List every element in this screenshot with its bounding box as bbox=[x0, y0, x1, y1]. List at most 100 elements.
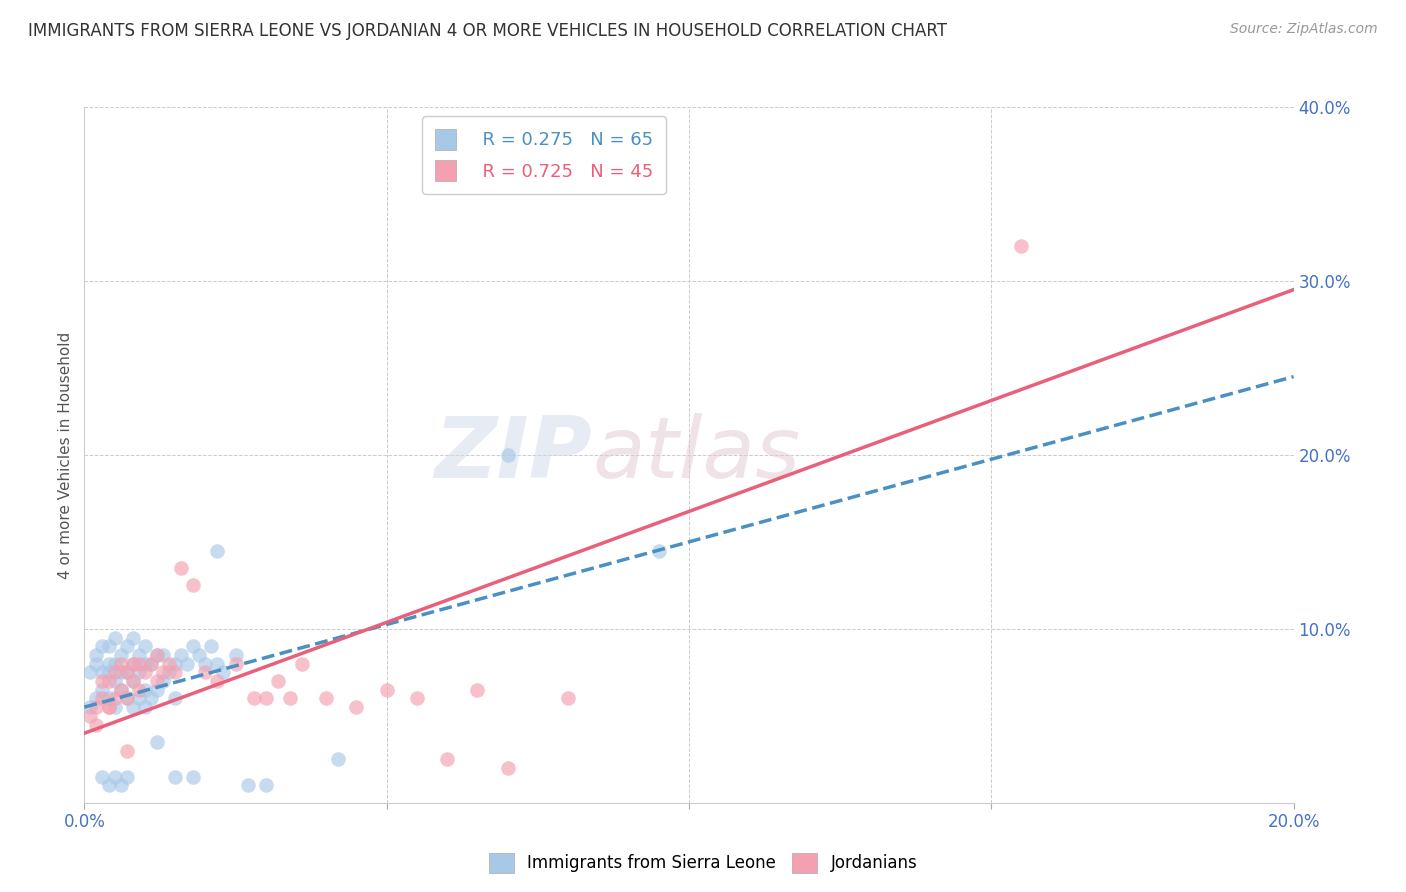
Point bbox=[134, 639, 156, 653]
Point bbox=[557, 691, 579, 706]
Point bbox=[115, 665, 138, 680]
Point bbox=[97, 778, 120, 792]
Point bbox=[104, 674, 127, 689]
Point bbox=[254, 691, 277, 706]
Point bbox=[496, 448, 519, 462]
Point bbox=[436, 752, 458, 766]
Point bbox=[91, 639, 114, 653]
Point bbox=[181, 578, 204, 592]
Point bbox=[134, 700, 156, 714]
Point bbox=[79, 700, 101, 714]
Point bbox=[86, 657, 108, 671]
Point bbox=[315, 691, 337, 706]
Point bbox=[152, 648, 174, 662]
Point bbox=[207, 657, 229, 671]
Point bbox=[139, 657, 162, 671]
Point bbox=[121, 657, 143, 671]
Point bbox=[97, 691, 120, 706]
Point bbox=[134, 682, 156, 697]
Point bbox=[115, 691, 138, 706]
Point bbox=[121, 631, 143, 645]
Point bbox=[128, 682, 150, 697]
Point bbox=[157, 657, 180, 671]
Point bbox=[146, 682, 169, 697]
Point bbox=[128, 648, 150, 662]
Point bbox=[110, 682, 132, 697]
Point bbox=[406, 691, 429, 706]
Point bbox=[97, 639, 120, 653]
Point bbox=[165, 665, 187, 680]
Point bbox=[128, 665, 150, 680]
Point bbox=[1011, 239, 1033, 253]
Point bbox=[254, 778, 277, 792]
Point bbox=[207, 674, 229, 689]
Point bbox=[134, 665, 156, 680]
Point bbox=[115, 639, 138, 653]
Point bbox=[278, 691, 301, 706]
Point bbox=[115, 665, 138, 680]
Text: atlas: atlas bbox=[592, 413, 800, 497]
Point bbox=[110, 648, 132, 662]
Point bbox=[91, 682, 114, 697]
Point bbox=[225, 657, 247, 671]
Point bbox=[115, 744, 138, 758]
Point bbox=[97, 674, 120, 689]
Text: Source: ZipAtlas.com: Source: ZipAtlas.com bbox=[1230, 22, 1378, 37]
Point bbox=[121, 700, 143, 714]
Point bbox=[104, 770, 127, 784]
Point bbox=[146, 674, 169, 689]
Point bbox=[194, 657, 217, 671]
Point bbox=[86, 700, 108, 714]
Point bbox=[176, 657, 198, 671]
Point bbox=[328, 752, 350, 766]
Point bbox=[375, 682, 398, 697]
Point bbox=[91, 691, 114, 706]
Point bbox=[86, 648, 108, 662]
Point bbox=[291, 657, 314, 671]
Text: IMMIGRANTS FROM SIERRA LEONE VS JORDANIAN 4 OR MORE VEHICLES IN HOUSEHOLD CORREL: IMMIGRANTS FROM SIERRA LEONE VS JORDANIA… bbox=[28, 22, 948, 40]
Point bbox=[165, 691, 187, 706]
Point bbox=[97, 700, 120, 714]
Point bbox=[139, 691, 162, 706]
Point bbox=[91, 674, 114, 689]
Point bbox=[194, 665, 217, 680]
Point bbox=[212, 665, 235, 680]
Point bbox=[134, 657, 156, 671]
Point bbox=[97, 657, 120, 671]
Point bbox=[104, 700, 127, 714]
Point bbox=[242, 691, 264, 706]
Point bbox=[146, 648, 169, 662]
Point bbox=[115, 770, 138, 784]
Legend: Immigrants from Sierra Leone, Jordanians: Immigrants from Sierra Leone, Jordanians bbox=[482, 847, 924, 880]
Legend:   R = 0.275   N = 65,   R = 0.725   N = 45: R = 0.275 N = 65, R = 0.725 N = 45 bbox=[422, 116, 665, 194]
Point bbox=[121, 674, 143, 689]
Point bbox=[91, 665, 114, 680]
Point bbox=[110, 657, 132, 671]
Point bbox=[648, 543, 671, 558]
Point bbox=[110, 682, 132, 697]
Point bbox=[165, 770, 187, 784]
Point bbox=[188, 648, 211, 662]
Point bbox=[104, 657, 127, 671]
Point bbox=[181, 770, 204, 784]
Point bbox=[267, 674, 290, 689]
Point bbox=[121, 657, 143, 671]
Point bbox=[86, 691, 108, 706]
Point bbox=[79, 665, 101, 680]
Text: ZIP: ZIP bbox=[434, 413, 592, 497]
Point bbox=[104, 691, 127, 706]
Point bbox=[346, 700, 368, 714]
Point bbox=[110, 665, 132, 680]
Point bbox=[170, 561, 193, 575]
Point bbox=[236, 778, 259, 792]
Point bbox=[91, 770, 114, 784]
Point bbox=[496, 761, 519, 775]
Point bbox=[170, 648, 193, 662]
Point bbox=[165, 657, 187, 671]
Point bbox=[200, 639, 222, 653]
Point bbox=[225, 648, 247, 662]
Point bbox=[207, 543, 229, 558]
Point bbox=[146, 648, 169, 662]
Point bbox=[146, 735, 169, 749]
Point bbox=[86, 717, 108, 731]
